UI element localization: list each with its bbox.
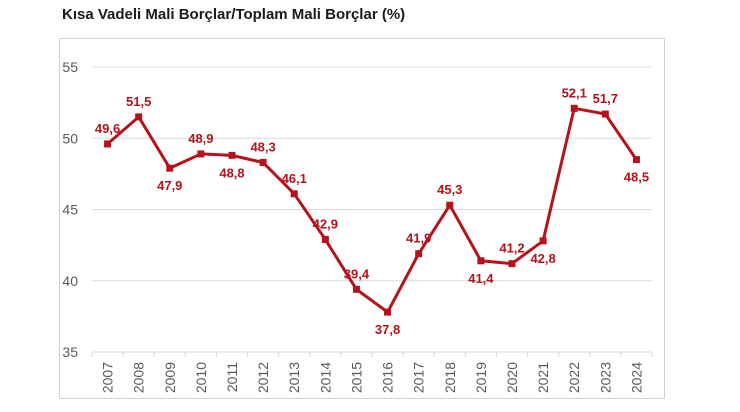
data-label: 42,9 [313, 216, 338, 231]
y-tick-label: 45 [62, 202, 78, 218]
data-point-marker [415, 250, 423, 258]
data-label: 45,3 [437, 182, 462, 197]
x-tick-label: 2009 [162, 362, 178, 393]
data-label: 48,8 [219, 165, 244, 180]
data-point-marker [104, 140, 112, 148]
y-tick-label: 55 [62, 59, 78, 75]
data-point-marker [197, 150, 205, 158]
y-tick-label: 50 [62, 130, 78, 146]
x-tick-label: 2013 [286, 362, 302, 393]
data-point-marker [508, 260, 516, 268]
x-tick-label: 2019 [473, 362, 489, 393]
data-label: 48,3 [250, 139, 275, 154]
data-label: 51,5 [126, 94, 151, 109]
chart-frame [59, 38, 665, 399]
x-tick-label: 2007 [100, 362, 116, 393]
data-point-marker [166, 164, 174, 172]
data-point-marker [259, 158, 267, 166]
data-label: 39,4 [344, 266, 370, 281]
data-label: 51,7 [593, 91, 618, 106]
data-label: 48,9 [188, 131, 213, 146]
data-label: 42,8 [530, 251, 555, 266]
data-label: 41,4 [468, 271, 494, 286]
x-tick-label: 2023 [597, 362, 613, 393]
data-point-marker [446, 201, 454, 209]
x-tick-label: 2015 [348, 362, 364, 393]
data-point-marker [632, 156, 640, 164]
x-tick-label: 2010 [193, 362, 209, 393]
x-tick-label: 2022 [566, 362, 582, 393]
data-point-marker [384, 308, 392, 316]
x-tick-label: 2018 [442, 362, 458, 393]
y-tick-label: 40 [62, 273, 78, 289]
data-label: 41,2 [499, 241, 524, 256]
y-tick-label: 35 [62, 344, 78, 360]
x-tick-label: 2021 [535, 362, 551, 393]
x-tick-label: 2014 [317, 362, 333, 393]
data-point-marker [539, 237, 547, 245]
x-tick-label: 2017 [411, 362, 427, 393]
data-point-marker [570, 104, 578, 112]
data-label: 47,9 [157, 178, 182, 193]
data-point-marker [352, 285, 360, 293]
data-label: 46,1 [282, 171, 307, 186]
x-tick-label: 2016 [380, 362, 396, 393]
data-label: 37,8 [375, 322, 400, 337]
page-title: Kısa Vadeli Mali Borçlar/Toplam Mali Bor… [62, 6, 406, 23]
data-point-marker [135, 113, 143, 121]
x-tick-label: 2012 [255, 362, 271, 393]
series-line [106, 106, 638, 315]
data-point-marker [477, 257, 485, 265]
x-tick-label: 2020 [504, 362, 520, 393]
data-label: 41,9 [406, 231, 431, 246]
data-label: 48,5 [624, 170, 649, 185]
data-point-marker [290, 190, 298, 198]
data-label: 52,1 [562, 85, 587, 100]
data-label: 49,6 [95, 121, 120, 136]
x-tick-label: 2011 [224, 362, 240, 392]
data-point-marker [321, 235, 329, 243]
data-point-marker [228, 151, 236, 159]
x-tick-label: 2008 [131, 362, 147, 393]
x-tick-label: 2024 [628, 362, 644, 393]
data-point-marker [601, 110, 609, 118]
